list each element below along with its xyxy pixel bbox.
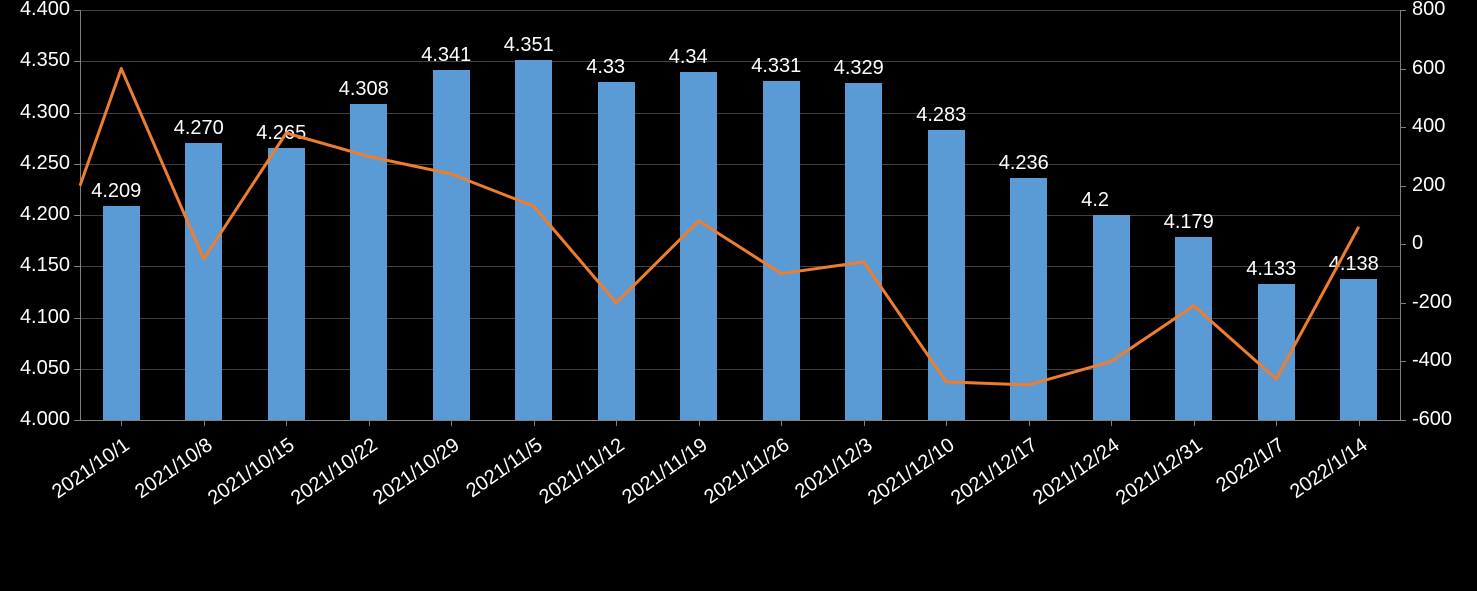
- bar-data-label: 4.179: [1164, 211, 1214, 234]
- x-tick: [1359, 420, 1360, 426]
- y-right-axis-label: -200: [1412, 291, 1452, 314]
- bar-data-label: 4.34: [669, 46, 708, 69]
- x-tick: [699, 420, 700, 426]
- x-tick: [781, 420, 782, 426]
- bar-data-label: 4.331: [751, 55, 801, 78]
- bar-data-label: 4.2: [1081, 189, 1109, 212]
- y-left-axis-label: 4.350: [20, 49, 70, 72]
- bar: [763, 81, 800, 420]
- x-axis-category-label: 2022/1/14: [1286, 434, 1372, 504]
- y-left-axis-label: 4.400: [20, 0, 70, 21]
- dual-axis-bar-line-chart: 4.000 4.050 4.100 4.150 4.200 4.250 4.300 4.350…: [0, 0, 1477, 591]
- gridline: [80, 10, 1400, 11]
- x-axis-category-label: 2021/11/5: [462, 434, 547, 503]
- x-tick: [369, 420, 370, 426]
- x-tick: [864, 420, 865, 426]
- bar: [1093, 215, 1130, 420]
- y-left-axis-label: 4.250: [20, 152, 70, 175]
- y-right-axis-label: -600: [1412, 408, 1452, 431]
- x-axis-category-label: 2021/12/3: [791, 434, 877, 504]
- y-right-axis-label: 400: [1412, 115, 1445, 138]
- y-left-axis-label: 4.000: [20, 408, 70, 431]
- y-right-axis-label: 600: [1412, 57, 1445, 80]
- bar: [185, 143, 222, 420]
- x-axis-category-label: 2021/10/1: [48, 434, 134, 504]
- x-tick: [616, 420, 617, 426]
- y-right-tick: [1400, 420, 1406, 421]
- y-left-axis-label: 4.200: [20, 203, 70, 226]
- x-axis-category-label: 2021/11/12: [535, 434, 629, 509]
- bar: [1010, 178, 1047, 420]
- x-tick: [1111, 420, 1112, 426]
- x-axis-category-label: 2021/12/17: [947, 434, 1042, 510]
- y-left-axis-label: 4.050: [20, 357, 70, 380]
- x-tick: [204, 420, 205, 426]
- y-right-axis-label: 0: [1412, 232, 1423, 255]
- bar: [598, 82, 635, 420]
- x-tick: [534, 420, 535, 426]
- bar-data-label: 4.265: [256, 122, 306, 145]
- x-tick: [286, 420, 287, 426]
- gridline: [80, 61, 1400, 62]
- x-axis-line: [80, 420, 1400, 421]
- bar-data-label: 4.133: [1246, 258, 1296, 281]
- bar-data-label: 4.209: [91, 180, 141, 203]
- x-axis-category-label: 2021/12/31: [1112, 434, 1207, 510]
- bar: [103, 206, 140, 420]
- bar-data-label: 4.138: [1329, 253, 1379, 276]
- bar-data-label: 4.283: [916, 104, 966, 127]
- y-right-axis-line: [1400, 10, 1401, 420]
- x-axis-category-label: 2021/12/10: [864, 434, 959, 510]
- x-tick: [1194, 420, 1195, 426]
- gridline: [80, 113, 1400, 114]
- y-left-axis-line: [80, 10, 81, 420]
- x-tick: [1276, 420, 1277, 426]
- x-axis-category-label: 2021/12/24: [1029, 434, 1124, 510]
- x-axis-category-label: 2022/1/7: [1212, 434, 1289, 497]
- bar-data-label: 4.351: [504, 34, 554, 57]
- bar-data-label: 4.33: [586, 56, 625, 79]
- y-left-axis-label: 4.150: [20, 254, 70, 277]
- bar: [928, 130, 965, 420]
- x-tick: [451, 420, 452, 426]
- y-right-axis-label: 800: [1412, 0, 1445, 21]
- x-axis-category-label: 2021/10/15: [204, 434, 299, 510]
- bar: [1340, 279, 1377, 420]
- x-axis-category-label: 2021/10/29: [369, 434, 464, 510]
- bar: [433, 70, 470, 420]
- bar: [268, 148, 305, 420]
- bar-data-label: 4.329: [834, 57, 884, 80]
- y-left-axis-label: 4.100: [20, 306, 70, 329]
- y-right-axis-label: 200: [1412, 174, 1445, 197]
- x-tick: [946, 420, 947, 426]
- bar-data-label: 4.236: [999, 152, 1049, 175]
- bar: [845, 83, 882, 420]
- bar-data-label: 4.308: [339, 78, 389, 101]
- bar: [1258, 284, 1295, 420]
- x-tick: [121, 420, 122, 426]
- x-axis-category-label: 2021/10/8: [131, 434, 217, 504]
- x-axis-category-label: 2021/11/19: [618, 434, 712, 509]
- bar-data-label: 4.341: [421, 44, 471, 67]
- bar: [515, 60, 552, 420]
- y-left-axis-label: 4.300: [20, 101, 70, 124]
- bar-data-label: 4.270: [174, 117, 224, 140]
- bar: [680, 72, 717, 421]
- x-axis-category-label: 2021/10/22: [287, 434, 382, 510]
- y-right-axis-label: -400: [1412, 349, 1452, 372]
- bar: [1175, 237, 1212, 420]
- bar: [350, 104, 387, 420]
- x-axis-category-label: 2021/11/26: [700, 434, 794, 509]
- x-tick: [1029, 420, 1030, 426]
